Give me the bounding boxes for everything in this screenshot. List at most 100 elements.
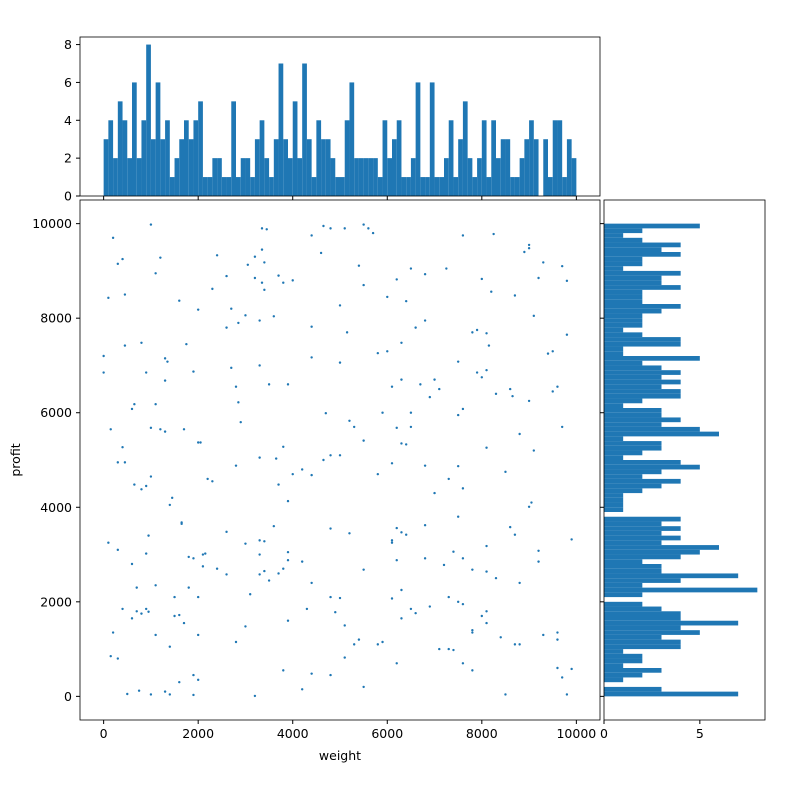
scatter-point — [376, 472, 380, 476]
scatter-point — [267, 383, 271, 386]
scatter-point — [329, 454, 332, 457]
y-tick-label: 6 — [64, 75, 72, 90]
scatter-point — [187, 586, 190, 589]
scatter-point — [265, 228, 268, 231]
scatter-point — [192, 370, 195, 373]
scatter-point — [409, 411, 413, 414]
scatter-point — [348, 532, 351, 535]
histogram-bar — [165, 120, 170, 196]
histogram-bar — [434, 177, 440, 196]
histogram-bar — [604, 351, 624, 356]
histogram-bar — [604, 285, 681, 290]
scatter-point — [508, 525, 512, 529]
scatter-point — [461, 487, 465, 490]
scatter-point — [282, 567, 285, 570]
histogram-bar — [604, 389, 681, 394]
scatter-point — [409, 425, 413, 429]
histogram-bar — [311, 177, 317, 196]
histogram-bar — [604, 516, 681, 522]
histogram-bar — [529, 120, 534, 196]
histogram-bar — [604, 322, 643, 328]
scatter-point — [518, 643, 521, 646]
scatter-point — [140, 341, 143, 344]
scatter-point — [121, 446, 124, 449]
scatter-point — [282, 445, 285, 448]
scatter-point — [338, 454, 342, 457]
y-tick-label: 8 — [64, 37, 72, 52]
scatter-point — [400, 617, 403, 620]
scatter-point — [362, 568, 365, 571]
scatter-point — [201, 553, 205, 556]
scatter-point — [381, 640, 384, 644]
histogram-bar — [604, 256, 643, 262]
histogram-bar — [604, 356, 700, 361]
histogram-bar — [198, 101, 203, 196]
scatter-point — [116, 548, 120, 552]
histogram-bar — [604, 327, 624, 333]
scatter-point — [471, 631, 474, 634]
scatter-point — [154, 403, 157, 406]
histogram-bar — [415, 82, 421, 196]
scatter-point — [447, 647, 450, 651]
scatter-point — [570, 667, 573, 671]
scatter-point — [234, 640, 238, 644]
histogram-bar — [491, 120, 496, 196]
scatter-point — [300, 688, 304, 691]
scatter-point — [173, 614, 176, 618]
scatter-point — [329, 527, 332, 530]
scatter-point — [182, 428, 186, 431]
scatter-point — [490, 290, 493, 293]
scatter-point — [527, 247, 531, 250]
histogram-bar — [604, 408, 662, 413]
scatter-point — [192, 557, 195, 560]
scatter-point — [546, 352, 550, 355]
scatter-point — [400, 378, 403, 381]
scatter-point — [352, 643, 356, 646]
histogram-bar — [604, 474, 643, 479]
scatter-point — [147, 534, 150, 537]
scatter-point — [513, 643, 517, 646]
scatter-point — [310, 234, 313, 237]
scatter-point — [414, 326, 417, 329]
scatter-point — [537, 549, 540, 552]
scatter-point — [492, 232, 495, 236]
histogram-bar — [184, 120, 189, 196]
scatter-point — [442, 563, 446, 567]
scatter-point — [480, 277, 484, 281]
scatter-point — [542, 633, 545, 637]
histogram-bar — [510, 177, 515, 196]
histogram-bar — [217, 158, 222, 196]
histogram-bar — [108, 120, 114, 196]
histogram-bar — [231, 101, 236, 196]
histogram-bar — [481, 120, 487, 196]
y-tick-label: 2 — [64, 151, 72, 166]
scatter-point — [196, 308, 200, 311]
histogram-bar — [273, 139, 279, 196]
scatter-point — [267, 579, 271, 582]
scatter-point — [123, 344, 127, 347]
scatter-point — [560, 264, 564, 268]
scatter-point — [149, 426, 153, 430]
histogram-bar — [264, 158, 270, 196]
scatter-point — [116, 657, 120, 660]
histogram-bar — [604, 346, 624, 352]
scatter-point — [196, 595, 200, 599]
histogram-bar — [604, 365, 662, 371]
scatter-point — [518, 432, 521, 436]
scatter-point — [286, 559, 290, 562]
scatter-point — [159, 428, 162, 431]
y-tick-label: 6000 — [40, 405, 72, 420]
histogram-bar — [604, 677, 624, 683]
histogram-bar — [552, 120, 558, 196]
scatter-point — [456, 413, 460, 417]
histogram-bar — [278, 63, 284, 196]
scatter-point — [395, 426, 398, 430]
scatter-point — [456, 600, 460, 604]
scatter-point — [565, 279, 569, 283]
scatter-point — [362, 439, 365, 442]
scatter-point — [390, 462, 394, 465]
histogram-bar — [349, 82, 355, 196]
histogram-bar — [604, 289, 643, 295]
scatter-point — [527, 505, 531, 508]
histogram-bar — [604, 502, 624, 508]
